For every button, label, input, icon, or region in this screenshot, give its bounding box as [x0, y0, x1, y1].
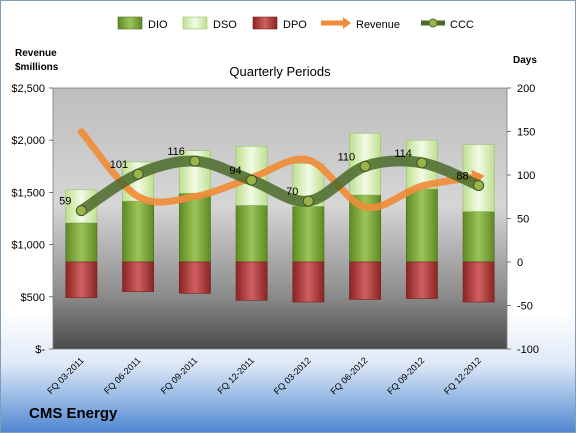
legend-revenue-label: Revenue	[356, 19, 400, 31]
legend-ccc-swatch	[421, 18, 445, 28]
bar-dpo	[122, 261, 155, 292]
ccc-data-label: 101	[110, 159, 128, 171]
right-tick-label: 50	[517, 214, 529, 226]
left-tick-label: $-	[35, 344, 45, 356]
chart-title: Quarterly Periods	[229, 64, 331, 79]
y-left-title-line1: Revenue	[15, 48, 57, 59]
ccc-data-label: 110	[338, 151, 356, 163]
left-tick-label: $1,000	[11, 240, 45, 252]
legend-ccc-label: CCC	[450, 19, 474, 31]
bar-dio	[405, 188, 438, 263]
x-category-label: FQ 09-2011	[159, 355, 200, 396]
bar-dpo	[65, 261, 98, 298]
bar-dpo	[235, 261, 268, 301]
revenue-line	[77, 128, 483, 212]
lines	[75, 128, 485, 217]
x-category-label: FQ 03-2012	[272, 355, 313, 396]
right-tick-label: 150	[517, 127, 535, 139]
x-category-label: FQ 09-2012	[385, 355, 426, 396]
bar-dio	[462, 211, 495, 263]
bar-dpo	[462, 261, 495, 303]
x-category-label: FQ 06-2012	[329, 355, 370, 396]
bar-dio	[122, 200, 155, 263]
ccc-point	[416, 157, 428, 169]
ccc-point	[302, 195, 314, 207]
right-tick-label: 0	[517, 257, 523, 269]
x-category-label: FQ 12-2012	[442, 355, 483, 396]
x-category-label: FQ 12-2011	[215, 355, 256, 396]
data-labels: 59 101 116 94 70 110 114 88	[59, 146, 469, 208]
legend-dio-swatch	[117, 16, 143, 30]
left-tick-label: $1,500	[11, 187, 45, 199]
ccc-data-label: 70	[286, 186, 298, 198]
legend-revenue-swatch	[321, 17, 351, 29]
x-category-label: FQ 03-2011	[45, 355, 86, 396]
ccc-point	[246, 174, 258, 186]
right-tick-label: 100	[517, 170, 535, 182]
bar-dio	[65, 222, 98, 263]
ccc-data-label: 116	[167, 146, 185, 158]
ccc-data-label: 88	[456, 170, 468, 182]
bar-dpo	[178, 261, 211, 294]
x-category-label: FQ 06-2011	[102, 355, 143, 396]
right-axis: -100 -50 0 50 100 150 200	[507, 83, 539, 356]
ccc-point	[75, 205, 87, 217]
bar-dpo	[349, 261, 382, 300]
legend-dio-label: DIO	[148, 19, 168, 31]
ccc-data-label: 59	[59, 196, 71, 208]
bar-dio	[235, 205, 268, 263]
left-axis: $- $500 $1,000 $1,500 $2,000 $2,500	[11, 83, 53, 356]
bar-dio	[292, 206, 325, 263]
y-left-title-line2: $millions	[15, 62, 59, 73]
bar-dpo	[405, 261, 438, 299]
legend-dpo-swatch	[252, 16, 278, 30]
x-axis: FQ 03-2011 FQ 06-2011 FQ 09-2011 FQ 12-2011…	[45, 355, 483, 396]
legend-dso-swatch	[182, 16, 208, 30]
y-right-title: Days	[513, 55, 537, 66]
plot-area	[52, 87, 508, 350]
left-tick-label: $500	[21, 292, 45, 304]
legend-dpo-label: DPO	[283, 19, 307, 31]
bar-dio	[178, 192, 211, 263]
legend: DIO DSO DPO Revenue CCC	[117, 16, 474, 31]
legend-dso-label: DSO	[213, 19, 237, 31]
ccc-point	[189, 155, 201, 167]
left-tick-label: $2,000	[11, 135, 45, 147]
ccc-point	[473, 179, 485, 191]
left-tick-label: $2,500	[11, 83, 45, 95]
right-tick-label: 200	[517, 83, 535, 95]
right-tick-label: -50	[517, 301, 533, 313]
company-name: CMS Energy	[29, 405, 118, 422]
ccc-data-label: 114	[394, 148, 412, 160]
right-tick-label: -100	[517, 344, 539, 356]
ccc-point	[132, 168, 144, 180]
bar-dpo	[292, 261, 325, 303]
ccc-data-label: 94	[229, 165, 241, 177]
ccc-point	[359, 160, 371, 172]
